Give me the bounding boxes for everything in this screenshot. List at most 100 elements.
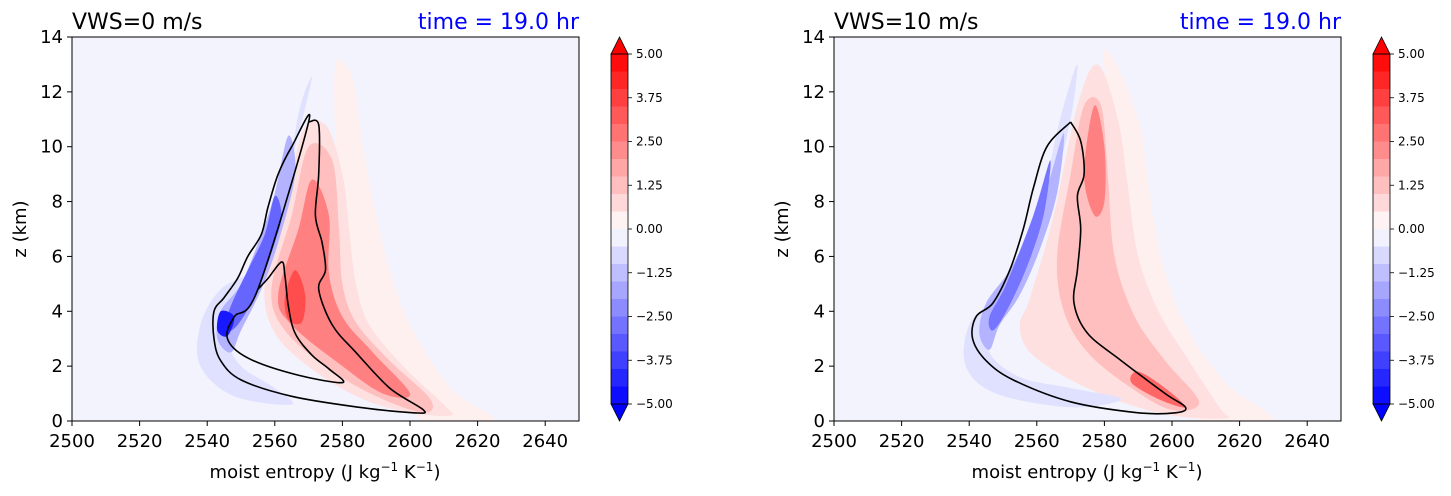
colorbar: 5.00 3.75 2.50 1.25 0.00 −1.25 −2.50 −3.75 −5.00 [610,36,673,422]
colorbar-tick-label: 3.75 [636,91,663,105]
positive-anomaly-region [334,59,495,421]
negative-anomaly-region [216,310,235,337]
colorbar-segment [1373,369,1390,387]
panel-title-left: VWS=0 m/s [72,10,203,35]
y-tick-label: 4 [52,301,63,322]
colorbar-tick-label: −5.00 [636,397,673,411]
colorbar-segment [1373,124,1390,142]
contour-fills [197,59,495,421]
colorbar-segment [611,89,628,107]
x-axis-ticks: 2500 2520 2540 2560 2580 2600 2620 2640 [811,421,1330,452]
x-tick-label: 2520 [879,431,925,452]
colorbar-segment [1373,281,1390,300]
colorbar-segment [611,351,628,370]
y-tick-label: 8 [52,192,63,213]
colorbar-segment [611,386,628,405]
contour-outline [212,113,426,414]
colorbar-segment [611,71,628,90]
x-axis-label: moist entropy (J kg−1 K−1) [972,460,1203,483]
colorbar-segment [1373,351,1390,370]
contour-outline [971,121,1187,415]
x-tick-label: 2560 [252,431,298,452]
colorbar-segment [611,54,628,72]
negative-anomaly-region [979,132,1065,350]
colorbar-tick-label: 5.00 [1398,47,1425,61]
positive-anomaly-region [1084,105,1106,217]
colorbar-segment [1373,299,1390,317]
x-tick-label: 2620 [455,431,501,452]
colorbar-tick-label: −2.50 [636,310,673,324]
contour-lines [971,121,1187,415]
x-tick-label: 2500 [811,431,857,452]
colorbar-tick-label: 5.00 [636,47,663,61]
y-axis-ticks: 0 2 4 6 8 10 12 14 [802,27,834,432]
x-axis-label: moist entropy (J kg−1 K−1) [210,460,441,483]
colorbar-tick-label: 1.25 [1398,178,1425,192]
colorbar-tick-label: −1.25 [636,266,673,280]
y-tick-label: 0 [52,411,63,432]
panel-title-right: time = 19.0 hr [418,10,580,35]
y-tick-label: 14 [802,27,825,48]
colorbar-segment [1373,211,1390,230]
colorbar-tick-label: 0.00 [636,222,663,236]
x-tick-label: 2500 [49,431,95,452]
colorbar-segment [611,334,628,352]
x-tick-label: 2540 [946,431,992,452]
colorbar-tick-label: 0.00 [1398,222,1425,236]
negative-anomaly-region [223,195,282,333]
x-tick-label: 2640 [522,431,568,452]
x-tick-label: 2560 [1014,431,1060,452]
y-tick-label: 2 [52,356,63,377]
colorbar-tick-label: 3.75 [1398,91,1425,105]
panel-title-right: time = 19.0 hr [1180,10,1342,35]
colorbar-segment [1373,141,1390,160]
colorbar-extend-max [610,36,629,55]
y-tick-label: 0 [814,411,825,432]
colorbar-segment [611,106,628,125]
colorbar-tick-label: 1.25 [636,178,663,192]
colorbar-tick-label: −5.00 [1398,397,1435,411]
colorbar-segment [1373,334,1390,352]
contour-fills [963,49,1274,421]
y-tick-label: 14 [40,27,63,48]
colorbar-segment [611,176,628,195]
colorbar-segment [1373,71,1390,90]
colorbar-tick-label: 2.50 [1398,135,1425,149]
y-tick-label: 8 [814,192,825,213]
x-tick-label: 2640 [1284,431,1330,452]
colorbar-tick-label: −1.25 [1398,266,1435,280]
x-tick-label: 2580 [319,431,365,452]
x-tick-label: 2580 [1081,431,1127,452]
colorbar-extend-max [1372,36,1391,55]
negative-anomaly-region [963,64,1122,408]
y-tick-label: 6 [52,246,63,267]
y-axis-label: z (km) [10,200,31,257]
y-tick-label: 2 [814,356,825,377]
colorbar-segment [611,281,628,300]
colorbar-segment [1373,264,1390,282]
x-tick-label: 2600 [1149,431,1195,452]
negative-anomaly-region [988,160,1051,331]
colorbar-tick-label: −3.75 [636,353,673,367]
colorbar-segment [1373,106,1390,125]
colorbar-segment [1373,54,1390,72]
plot-frame [833,36,1342,422]
colorbar-segment [1373,386,1390,405]
colorbar-segment [1373,316,1390,335]
colorbar-extend-min [610,403,629,422]
colorbar-segment [611,141,628,160]
y-tick-label: 4 [814,301,825,322]
colorbar-extend-min [1372,403,1391,422]
colorbar-segment [611,124,628,142]
colorbar-segment [1373,194,1390,212]
panel-vws-0: 2500 2520 2540 2560 2580 2600 2620 2640 0 2 4 6 8 10… [10,10,673,483]
colorbar-segment [1373,159,1390,177]
colorbar-tick-label: −2.50 [1398,310,1435,324]
colorbar: 5.00 3.75 2.50 1.25 0.00 −1.25 −2.50 −3.75 −5.00 [1372,36,1435,422]
colorbar-tick-label: −3.75 [1398,353,1435,367]
colorbar-segment [1373,246,1390,265]
x-tick-label: 2540 [184,431,230,452]
colorbar-segment [611,299,628,317]
colorbar-segment [611,211,628,230]
